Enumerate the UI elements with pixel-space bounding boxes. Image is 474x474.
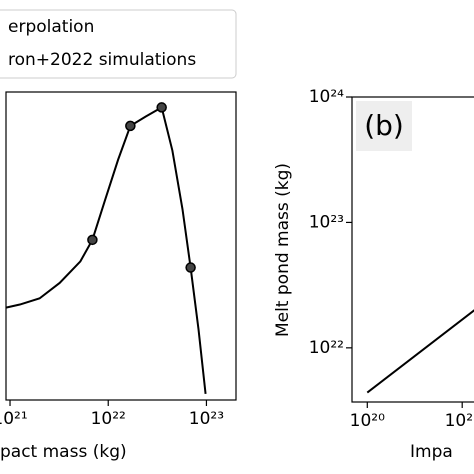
y-tick-label: 10²² bbox=[309, 338, 344, 358]
plot-frame bbox=[351, 96, 474, 403]
x-tick-label: 10²³ bbox=[189, 409, 224, 429]
y-tick-label: 10²⁴ bbox=[309, 87, 344, 107]
data-line bbox=[366, 309, 474, 394]
data-point bbox=[87, 234, 98, 246]
x-tick-label: 10²² bbox=[91, 409, 126, 429]
annotation-box bbox=[356, 101, 412, 151]
data-point bbox=[156, 102, 167, 113]
x-axis-label: Impa bbox=[410, 442, 453, 462]
y-axis-label: Melt pond mass (kg) bbox=[273, 163, 293, 337]
x-axis-label: pact mass (kg) bbox=[0, 442, 127, 462]
data-point bbox=[125, 120, 136, 132]
x-tick-label: 10²⁰ bbox=[350, 411, 385, 431]
y-tick-label: 10²³ bbox=[309, 212, 344, 232]
legend-label: ron+2022 simulations bbox=[8, 50, 196, 70]
legend-label: erpolation bbox=[8, 17, 94, 37]
annotation: (b) bbox=[364, 109, 404, 142]
data-point bbox=[185, 262, 196, 273]
data-line bbox=[5, 105, 207, 394]
plot-frame bbox=[5, 91, 237, 401]
legend-box bbox=[0, 9, 237, 79]
